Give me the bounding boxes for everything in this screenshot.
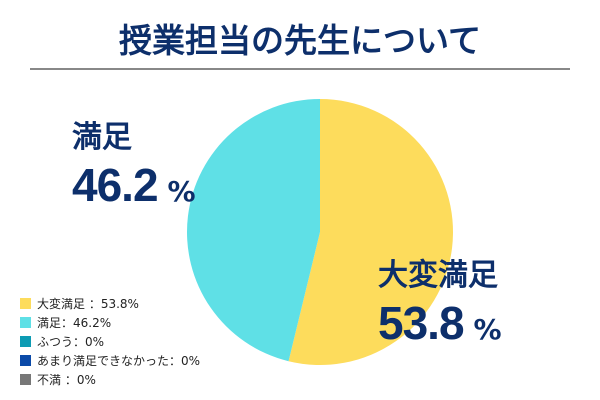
legend-swatch <box>20 298 31 309</box>
callout-very-satisfied: 大変満足 53.8% <box>378 250 502 350</box>
callout-name: 満足 <box>72 120 132 155</box>
callout-unit: % <box>167 175 196 208</box>
callout-name: 大変満足 <box>378 258 498 293</box>
legend-swatch <box>20 374 31 385</box>
legend-swatch <box>20 355 31 366</box>
chart-title: 授業担当の先生について <box>118 21 481 60</box>
legend-item: 満足：46.2% <box>20 313 200 332</box>
legend-item: 不満 ：0% <box>20 370 200 389</box>
callout-value: 53.8 <box>378 297 465 349</box>
legend: 大変満足 ：53.8% 満足：46.2% ふつう：0% あまり満足できなかった：0% 不… <box>20 294 200 389</box>
legend-label: 大変満足 ：53.8% <box>37 297 139 311</box>
legend-item: ふつう：0% <box>20 332 200 351</box>
legend-label: ふつう：0% <box>37 335 105 349</box>
legend-label: 不満 ：0% <box>37 373 96 387</box>
pie-slice-0 <box>288 99 454 365</box>
callout-value: 46.2 <box>72 159 159 211</box>
legend-label: あまり満足できなかった：0% <box>37 354 201 368</box>
legend-item: あまり満足できなかった：0% <box>20 351 200 370</box>
legend-swatch <box>20 336 31 347</box>
legend-label: 満足：46.2% <box>37 316 112 330</box>
callout-unit: % <box>473 313 502 346</box>
legend-swatch <box>20 317 31 328</box>
legend-item: 大変満足 ：53.8% <box>20 294 200 313</box>
title-divider <box>30 68 570 70</box>
pie-slice-1 <box>186 99 320 362</box>
callout-satisfied: 満足 46.2% <box>72 112 196 212</box>
